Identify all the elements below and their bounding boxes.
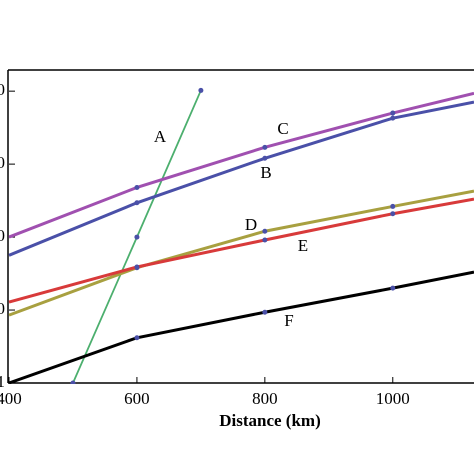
- series-label: F: [284, 311, 293, 330]
- series-line: [8, 100, 474, 257]
- x-axis-label: Distance (km): [219, 411, 321, 430]
- plot-area: [8, 87, 474, 384]
- x-tick-label: 1000: [376, 389, 410, 408]
- y-tick-label: 0: [0, 80, 5, 99]
- series-label: A: [154, 127, 167, 146]
- series-label: B: [260, 163, 271, 182]
- y-tick-label: 1: [0, 372, 5, 391]
- point: [262, 155, 268, 161]
- point: [134, 200, 140, 206]
- point: [390, 285, 396, 291]
- series-label: E: [298, 236, 308, 255]
- point: [262, 309, 268, 315]
- point: [262, 237, 268, 243]
- point: [134, 184, 140, 190]
- point: [198, 87, 204, 93]
- x-tick-label: 600: [124, 389, 150, 408]
- point: [390, 115, 396, 121]
- point: [70, 380, 76, 384]
- point: [390, 211, 396, 217]
- point: [262, 228, 268, 234]
- x-tick-label: 400: [0, 389, 22, 408]
- point: [134, 335, 140, 341]
- point: [134, 234, 140, 240]
- point: [390, 110, 396, 116]
- series-label: C: [277, 119, 288, 138]
- point: [134, 264, 140, 270]
- y-tick-label: 0: [0, 153, 5, 172]
- x-tick-label: 800: [252, 389, 278, 408]
- series-label: D: [245, 215, 257, 234]
- point: [262, 144, 268, 150]
- y-tick-label: 0: [0, 299, 5, 318]
- y-tick-label: 0: [0, 226, 5, 245]
- point: [390, 203, 396, 209]
